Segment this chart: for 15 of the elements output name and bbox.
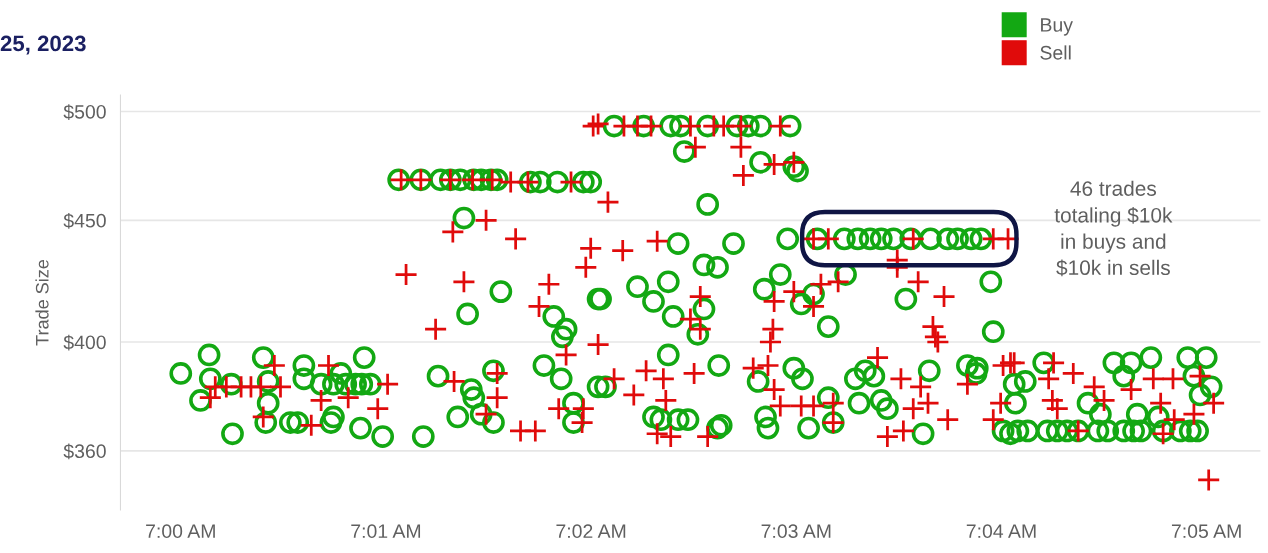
legend-label: Buy [1041, 18, 1073, 36]
y-tick-label: $360 [63, 443, 106, 460]
legend-label: Sell [1040, 45, 1071, 60]
y-tick-label: $400 [63, 334, 106, 351]
x-tick-label: 7:04 AM [966, 524, 1036, 539]
x-tick-label: 7:02 AM [556, 524, 626, 539]
annotation: 46 trades totaling $10k in buys and $10k in sells [1054, 180, 1173, 277]
chart-title: 25, 2023 [0, 35, 86, 55]
y-tick-label: $500 [63, 104, 106, 120]
x-tick-label: 7:05 AM [1171, 524, 1241, 539]
x-tick-label: 7:03 AM [761, 524, 831, 539]
x-tick-label: 7:00 AM [146, 524, 215, 539]
x-tick-label: 7:01 AM [351, 524, 421, 539]
y-tick-label: $450 [63, 212, 106, 229]
y-axis-title: Trade Size [35, 259, 49, 346]
